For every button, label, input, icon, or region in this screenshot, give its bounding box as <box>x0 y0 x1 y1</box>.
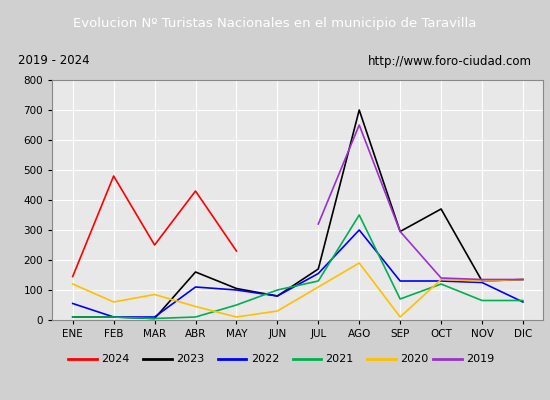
Text: 2019 - 2024: 2019 - 2024 <box>18 54 90 68</box>
Text: Evolucion Nº Turistas Nacionales en el municipio de Taravilla: Evolucion Nº Turistas Nacionales en el m… <box>73 16 477 30</box>
Text: http://www.foro-ciudad.com: http://www.foro-ciudad.com <box>368 54 532 68</box>
Text: 2020: 2020 <box>400 354 428 364</box>
Text: 2021: 2021 <box>326 354 354 364</box>
Text: 2023: 2023 <box>176 354 204 364</box>
Text: 2022: 2022 <box>251 354 279 364</box>
Text: 2024: 2024 <box>101 354 130 364</box>
Text: 2019: 2019 <box>466 354 494 364</box>
